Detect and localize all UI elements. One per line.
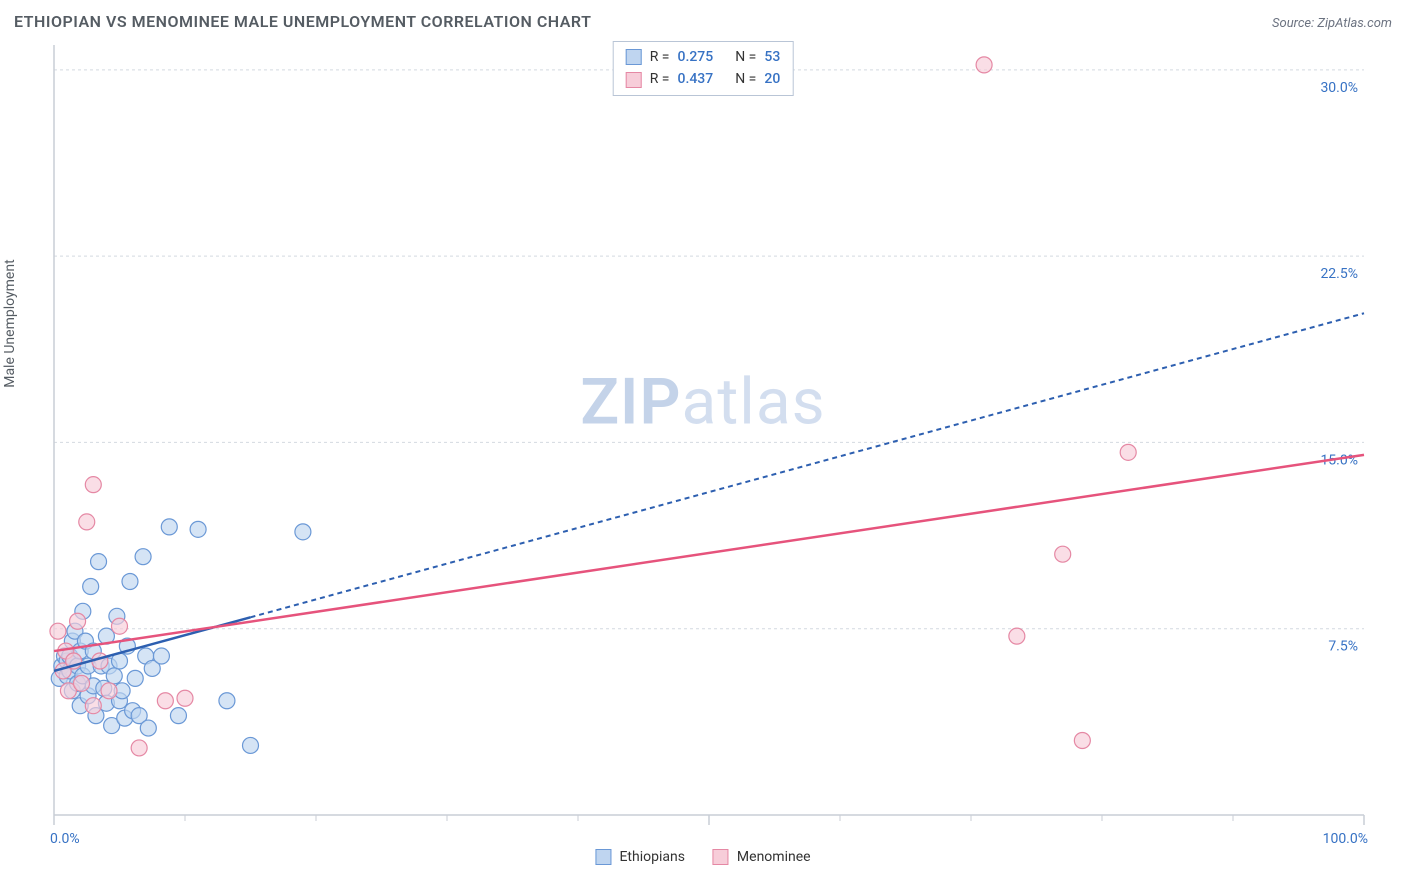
legend-n-value: 53	[764, 46, 780, 68]
legend-stat-row: R = 0.275 N = 53	[626, 46, 781, 68]
scatter-chart: 7.5%15.0%22.5%30.0%0.0%100.0%	[14, 37, 1392, 867]
legend-stats: R = 0.275 N = 53 R = 0.437 N = 20	[613, 41, 794, 96]
legend-n-label: N =	[735, 68, 756, 90]
legend-r-label: R =	[650, 46, 670, 68]
svg-text:22.5%: 22.5%	[1320, 266, 1358, 282]
y-axis-label: Male Unemployment	[2, 259, 18, 387]
legend-series-item: Menominee	[713, 849, 811, 865]
legend-r-value: 0.275	[678, 46, 714, 68]
legend-series-item: Ethiopians	[595, 849, 684, 865]
source-label: Source: ZipAtlas.com	[1272, 16, 1392, 31]
legend-series-label: Ethiopians	[619, 849, 684, 865]
chart-title: ETHIOPIAN VS MENOMINEE MALE UNEMPLOYMENT…	[14, 12, 591, 31]
legend-r-label: R =	[650, 68, 670, 90]
legend-stat-row: R = 0.437 N = 20	[626, 68, 781, 90]
legend-swatch	[713, 849, 729, 865]
svg-text:30.0%: 30.0%	[1320, 80, 1358, 96]
chart-container: Male Unemployment 7.5%15.0%22.5%30.0%0.0…	[14, 37, 1392, 867]
legend-swatch	[595, 849, 611, 865]
legend-series-label: Menominee	[737, 849, 811, 865]
svg-text:0.0%: 0.0%	[50, 831, 80, 847]
legend-swatch	[626, 49, 642, 65]
legend-swatch	[626, 72, 642, 88]
svg-text:7.5%: 7.5%	[1328, 639, 1358, 655]
svg-text:100.0%: 100.0%	[1323, 831, 1368, 847]
legend-n-label: N =	[735, 46, 756, 68]
legend-series: Ethiopians Menominee	[595, 849, 810, 865]
legend-n-value: 20	[764, 68, 780, 90]
legend-r-value: 0.437	[678, 68, 714, 90]
